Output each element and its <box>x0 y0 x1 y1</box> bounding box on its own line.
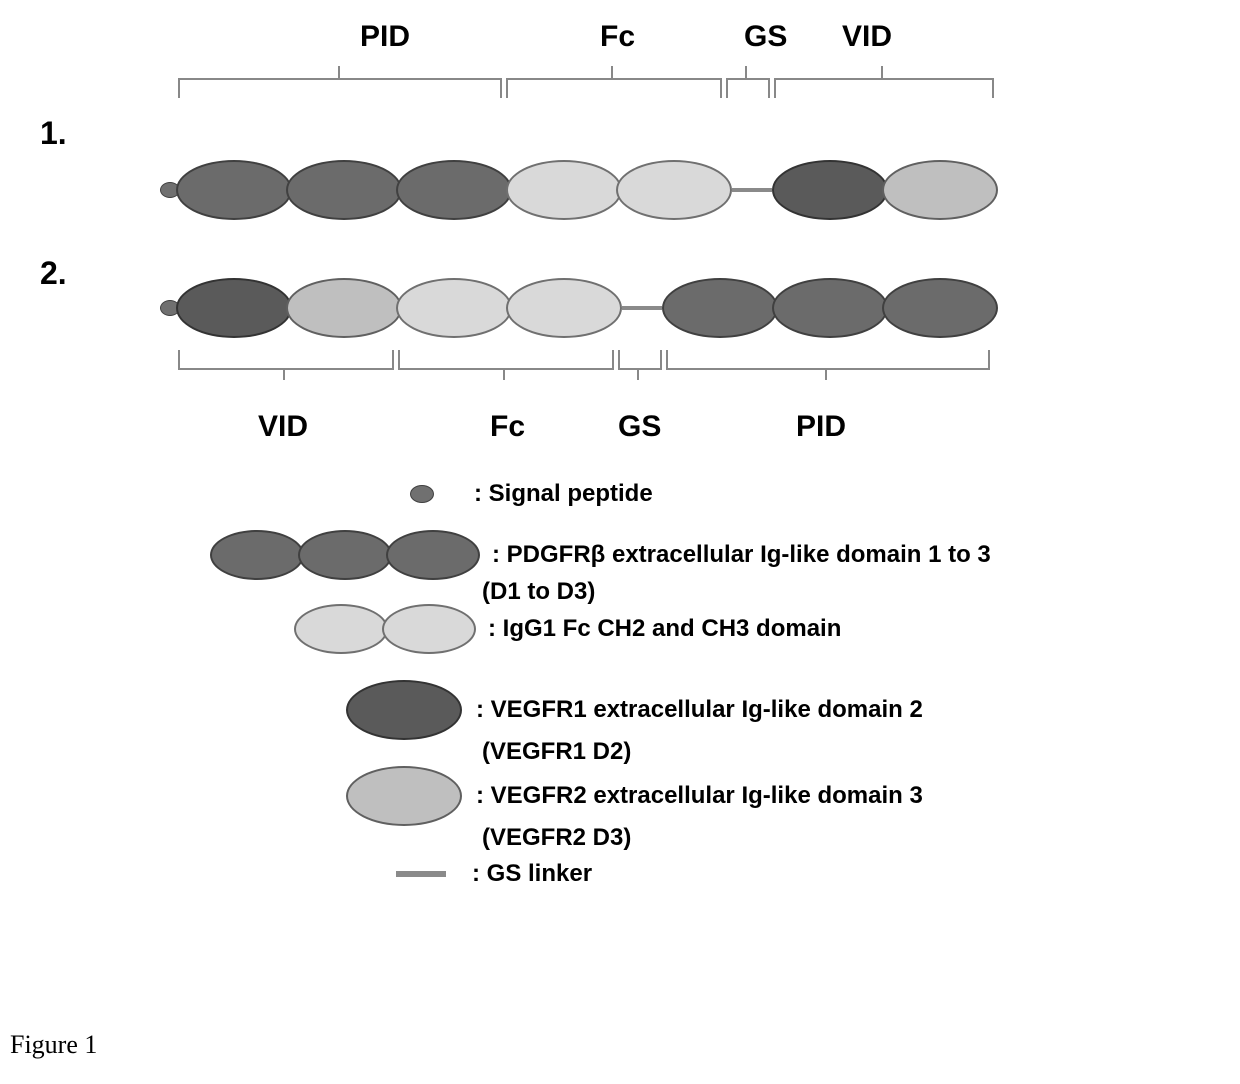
bracket-gs-top <box>726 78 770 98</box>
bracket-fc-top-tick <box>611 66 613 78</box>
row-label-2: 2. <box>40 255 67 292</box>
bottom-label-gs: GS <box>618 410 661 444</box>
pdgfr-domain-icon <box>210 530 304 580</box>
legend-row-vegfr1: : VEGFR1 extracellular Ig-like domain 2 <box>346 680 923 740</box>
legend-gs-text: : GS linker <box>472 860 592 888</box>
legend-row-gs: : GS linker <box>396 860 592 888</box>
bracket-vid-top <box>774 78 994 98</box>
pdgfr-domain-icon <box>286 160 402 220</box>
bracket-pid-top-tick <box>338 66 340 78</box>
fc-domain-icon <box>382 604 476 654</box>
bracket-vid-top-tick <box>881 66 883 78</box>
fc-domain-icon <box>616 160 732 220</box>
legend-vegfr1-subtext: (VEGFR1 D2) <box>482 738 631 766</box>
legend-row-vegfr2: : VEGFR2 extracellular Ig-like domain 3 <box>346 766 923 826</box>
legend-row-pdgfr: : PDGFRβ extracellular Ig-like domain 1 … <box>210 530 991 580</box>
bottom-label-pid: PID <box>796 410 846 444</box>
gs-linker-icon <box>732 188 772 192</box>
row-label-1: 1. <box>40 115 67 152</box>
bracket-pid-bottom <box>666 350 990 370</box>
bracket-gs-bottom <box>618 350 662 370</box>
vegfr1-domain-icon <box>346 680 462 740</box>
pdgfr-domain-icon <box>386 530 480 580</box>
bracket-fc-top <box>506 78 722 98</box>
legend-vegfr1-text: : VEGFR1 extracellular Ig-like domain 2 <box>476 696 923 724</box>
legend-row-fc: : IgG1 Fc CH2 and CH3 domain <box>294 604 841 654</box>
legend-vegfr2-text: : VEGFR2 extracellular Ig-like domain 3 <box>476 782 923 810</box>
legend-row-signal: : Signal peptide <box>410 480 653 508</box>
fc-domain-icon <box>506 160 622 220</box>
bracket-fc-bottom-tick <box>503 368 505 380</box>
figure-caption: Figure 1 <box>10 1030 97 1060</box>
gs-linker-icon <box>622 306 662 310</box>
fc-domain-icon <box>294 604 388 654</box>
top-label-pid: PID <box>360 20 410 54</box>
legend-pdgfr-subtext: (D1 to D3) <box>482 578 595 606</box>
bracket-vid-bottom-tick <box>283 368 285 380</box>
chain-row1 <box>160 160 998 220</box>
signal-peptide-icon <box>410 485 434 503</box>
diagram-container: PID Fc GS VID 1. 2. <box>0 0 1240 1084</box>
bracket-pid-bottom-tick <box>825 368 827 380</box>
vegfr2-domain-icon <box>346 766 462 826</box>
legend-vegfr2-subtext: (VEGFR2 D3) <box>482 824 631 852</box>
bottom-label-vid: VID <box>258 410 308 444</box>
pdgfr-domain-icon <box>396 160 512 220</box>
fc-domain-icon <box>506 278 622 338</box>
pdgfr-domain-icon <box>298 530 392 580</box>
gs-linker-icon <box>396 871 446 877</box>
vegfr1-domain-icon <box>176 278 292 338</box>
top-label-fc: Fc <box>600 20 635 54</box>
bracket-gs-top-tick <box>745 66 747 78</box>
vegfr2-domain-icon <box>286 278 402 338</box>
top-label-vid: VID <box>842 20 892 54</box>
fc-domain-icon <box>396 278 512 338</box>
pdgfr-domain-icon <box>882 278 998 338</box>
top-label-gs: GS <box>744 20 787 54</box>
chain-row2 <box>160 278 998 338</box>
legend-signal-text: : Signal peptide <box>474 480 653 508</box>
bracket-gs-bottom-tick <box>637 368 639 380</box>
pdgfr-domain-icon <box>662 278 778 338</box>
pdgfr-domain-icon <box>772 278 888 338</box>
bracket-pid-top <box>178 78 502 98</box>
vegfr2-domain-icon <box>882 160 998 220</box>
pdgfr-domain-icon <box>176 160 292 220</box>
legend-pdgfr-text: : PDGFRβ extracellular Ig-like domain 1 … <box>492 541 991 569</box>
bracket-vid-bottom <box>178 350 394 370</box>
bottom-label-fc: Fc <box>490 410 525 444</box>
legend-fc-text: : IgG1 Fc CH2 and CH3 domain <box>488 615 841 643</box>
bracket-fc-bottom <box>398 350 614 370</box>
vegfr1-domain-icon <box>772 160 888 220</box>
